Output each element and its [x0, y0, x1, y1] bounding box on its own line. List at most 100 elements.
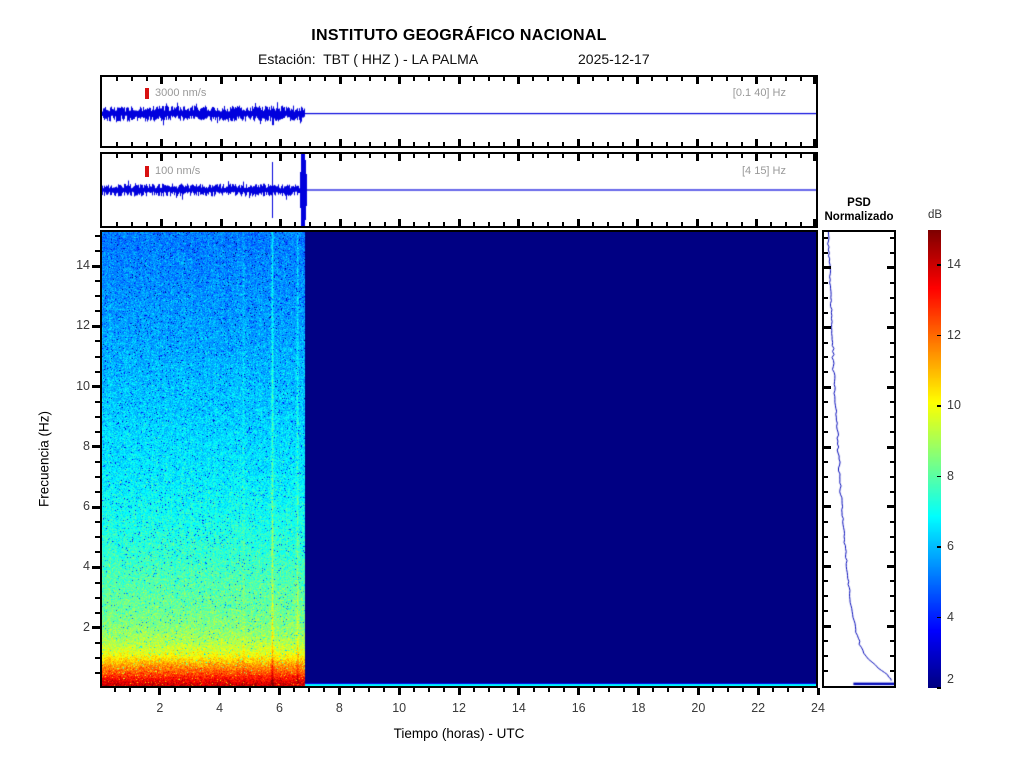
time-tick — [428, 77, 431, 81]
freq-tick — [887, 505, 894, 509]
time-axis-label: Tiempo (horas) - UTC — [393, 726, 525, 741]
time-tick — [368, 77, 371, 81]
time-tick-label: 12 — [452, 701, 466, 715]
time-tick — [443, 154, 446, 158]
time-tick — [309, 222, 312, 226]
time-tick — [813, 154, 816, 161]
time-tick-label: 4 — [216, 701, 224, 715]
time-tick — [368, 222, 371, 226]
time-tick — [279, 154, 282, 161]
freq-tick — [92, 626, 100, 630]
time-tick — [130, 222, 133, 226]
colorbar-tick — [937, 616, 941, 619]
time-tick — [517, 154, 520, 161]
time-tick — [324, 142, 327, 146]
time-minor-tick — [263, 688, 266, 692]
time-tick — [309, 142, 312, 146]
freq-minor-tick — [824, 640, 828, 643]
time-minor-tick — [712, 688, 715, 692]
freq-minor-tick — [890, 640, 894, 643]
time-tick — [577, 688, 581, 695]
freq-minor-tick — [890, 281, 894, 284]
time-tick — [428, 154, 431, 158]
freq-tick-label: 14 — [76, 258, 90, 273]
time-tick — [234, 142, 237, 146]
time-tick — [532, 77, 535, 81]
time-tick — [636, 77, 639, 84]
time-tick — [502, 222, 505, 226]
time-tick — [324, 154, 327, 158]
time-tick — [279, 139, 282, 146]
time-tick — [502, 154, 505, 158]
time-tick — [443, 77, 446, 81]
time-tick — [324, 77, 327, 81]
time-minor-tick — [772, 688, 775, 692]
freq-minor-tick — [824, 296, 828, 299]
colorbar-tick-label: 10 — [947, 398, 961, 413]
time-minor-tick — [547, 688, 550, 692]
time-tick — [621, 154, 624, 158]
freq-minor-tick — [824, 655, 828, 658]
time-tick — [502, 142, 505, 146]
time-minor-tick — [562, 688, 565, 692]
time-minor-tick — [727, 688, 730, 692]
time-tick — [218, 688, 222, 695]
time-tick — [725, 77, 728, 81]
freq-tick-label: 8 — [83, 438, 90, 453]
time-tick — [205, 154, 208, 158]
time-minor-tick — [143, 688, 146, 692]
time-tick — [368, 154, 371, 158]
scale-marker-icon — [145, 166, 149, 177]
time-tick — [681, 222, 684, 226]
time-tick — [397, 688, 401, 695]
freq-minor-tick — [890, 251, 894, 254]
time-tick — [816, 688, 820, 695]
broadband-trace — [102, 77, 816, 146]
freq-minor-tick — [890, 490, 894, 493]
time-tick-label: 20 — [691, 701, 706, 715]
freq-minor-tick — [824, 341, 828, 344]
freq-minor-tick — [890, 460, 894, 463]
time-tick — [309, 77, 312, 81]
time-minor-tick — [128, 688, 131, 692]
time-tick — [785, 142, 788, 146]
time-tick — [249, 142, 252, 146]
freq-minor-tick — [824, 356, 828, 359]
psd-title-line1: PSD — [847, 197, 871, 209]
freq-tick — [887, 445, 894, 449]
trace1-scale-label: 3000 nm/s — [155, 87, 207, 99]
freq-tick — [824, 266, 831, 270]
time-tick — [740, 154, 743, 158]
time-tick — [681, 77, 684, 81]
freq-tick — [92, 445, 100, 449]
time-tick — [606, 77, 609, 81]
time-tick — [696, 688, 700, 695]
time-tick — [190, 222, 193, 226]
time-tick — [160, 219, 163, 226]
time-tick — [398, 77, 401, 84]
time-tick — [813, 219, 816, 226]
time-tick — [115, 154, 118, 158]
time-tick — [532, 154, 535, 158]
time-tick-label: 18 — [631, 701, 646, 715]
freq-minor-tick — [890, 520, 894, 523]
time-tick — [695, 219, 699, 226]
time-tick — [487, 77, 490, 81]
freq-minor-tick — [890, 550, 894, 553]
time-tick — [710, 77, 713, 81]
time-minor-tick — [607, 688, 610, 692]
time-tick — [264, 154, 267, 158]
freq-tick — [92, 505, 100, 509]
time-minor-tick — [802, 688, 805, 692]
freq-tick-label: 4 — [83, 559, 90, 574]
freq-minor-tick — [95, 280, 100, 283]
time-tick — [309, 154, 312, 158]
time-tick — [725, 142, 728, 146]
time-tick — [621, 77, 624, 81]
time-minor-tick — [428, 688, 431, 692]
time-minor-tick — [592, 688, 595, 692]
time-tick — [472, 142, 475, 146]
time-tick — [532, 222, 535, 226]
time-tick — [457, 77, 461, 84]
trace2-scale-label: 100 nm/s — [155, 165, 201, 177]
